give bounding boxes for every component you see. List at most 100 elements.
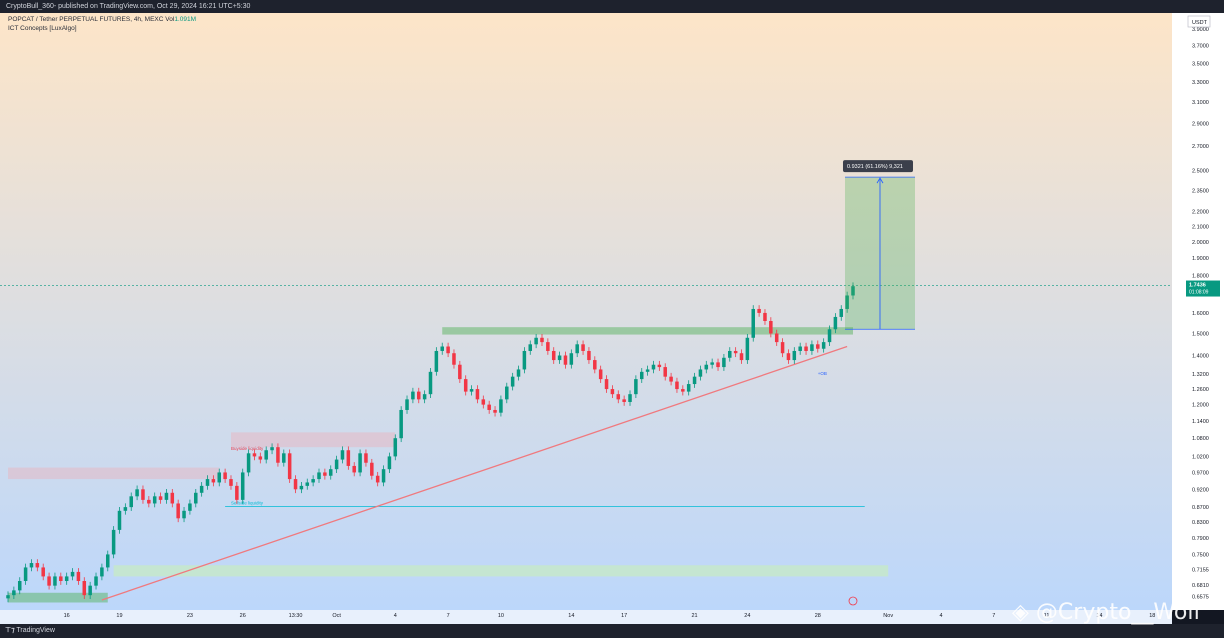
resistance-zone bbox=[442, 327, 853, 335]
price-tick-label: 1.3200 bbox=[1192, 372, 1209, 378]
candle-body bbox=[604, 379, 609, 390]
candle-body bbox=[399, 409, 403, 439]
price-tick-label: 0.7900 bbox=[1192, 536, 1209, 542]
rising-trendline bbox=[101, 345, 848, 601]
candle-body bbox=[182, 510, 186, 519]
candle-body bbox=[563, 355, 568, 365]
candle-body bbox=[816, 344, 820, 349]
candle-body bbox=[463, 379, 468, 392]
candle-body bbox=[798, 346, 802, 351]
chart-area[interactable]: Sellside liquidity Buyside liquidity +OB 3… bbox=[0, 13, 1224, 624]
candle-body bbox=[540, 337, 544, 343]
candle-body bbox=[29, 563, 34, 568]
candle-body bbox=[194, 492, 198, 504]
candle-body bbox=[17, 581, 22, 591]
time-axis-panel[interactable] bbox=[0, 610, 1172, 624]
candle-body bbox=[147, 499, 151, 504]
demand-zone bbox=[113, 565, 889, 577]
candle-body bbox=[598, 369, 603, 380]
candle-body bbox=[59, 576, 63, 582]
candle-body bbox=[12, 590, 16, 596]
candle-body bbox=[440, 346, 444, 351]
demand-zone-left bbox=[8, 592, 108, 603]
price-tick-label: 3.3000 bbox=[1192, 80, 1209, 86]
candle-body bbox=[334, 459, 339, 470]
candle-body bbox=[428, 371, 433, 395]
price-tick-label: 1.4000 bbox=[1192, 353, 1209, 359]
legend-indicator[interactable]: ICT Concepts [LuxAlgo] bbox=[8, 25, 77, 32]
candle-body bbox=[270, 447, 274, 451]
candle-body bbox=[117, 510, 122, 530]
candle-body bbox=[780, 342, 785, 354]
candle-body bbox=[47, 576, 51, 586]
price-tick-label: 1.6000 bbox=[1192, 311, 1209, 317]
time-tick-label: 19 bbox=[116, 613, 122, 619]
time-tick-label: 11 bbox=[1044, 613, 1050, 619]
candle-body bbox=[458, 364, 462, 380]
candle-body bbox=[792, 350, 797, 361]
time-tick-label: 18 bbox=[1149, 613, 1155, 619]
candle-body bbox=[381, 469, 386, 483]
time-tick-label: 7 bbox=[447, 613, 450, 619]
candle-body bbox=[258, 456, 263, 460]
candle-body bbox=[622, 399, 626, 402]
candle-body bbox=[839, 308, 844, 317]
candle-body bbox=[722, 357, 726, 368]
candle-body bbox=[164, 492, 169, 500]
candle-body bbox=[88, 585, 92, 596]
candle-body bbox=[681, 389, 685, 392]
candle-body bbox=[211, 479, 216, 483]
price-axis-panel[interactable] bbox=[1172, 13, 1224, 610]
candle-body bbox=[158, 496, 163, 500]
candle-body bbox=[35, 563, 40, 568]
footer-brand: TradingView bbox=[16, 627, 55, 634]
candle-body bbox=[534, 337, 538, 345]
candle-body bbox=[851, 286, 855, 296]
time-tick-label: 14 bbox=[568, 613, 574, 619]
price-badge-bg[interactable] bbox=[1186, 280, 1220, 297]
candle-body bbox=[240, 472, 245, 500]
candle-body bbox=[358, 453, 362, 473]
candle-body bbox=[199, 485, 204, 493]
price-tick-label: 2.9000 bbox=[1192, 121, 1209, 127]
candle-body bbox=[246, 453, 251, 473]
currency-badge-bg[interactable] bbox=[1187, 15, 1211, 28]
price-tick-label: 1.5000 bbox=[1192, 331, 1209, 337]
candle-body bbox=[499, 399, 503, 413]
candle-body bbox=[804, 346, 808, 351]
publish-bar: CryptoBull_360- published on TradingView… bbox=[0, 0, 1224, 13]
candle-body bbox=[328, 469, 333, 476]
price-tick-label: 2.0000 bbox=[1192, 240, 1209, 246]
candle-body bbox=[82, 581, 87, 596]
candle-body bbox=[411, 391, 415, 400]
price-tick-label: 3.1000 bbox=[1192, 100, 1209, 106]
candle-body bbox=[821, 342, 826, 349]
candle-body bbox=[569, 353, 574, 365]
candle-body bbox=[217, 472, 222, 483]
candle-body bbox=[252, 453, 257, 457]
publish-text: CryptoBull_360- published on TradingView… bbox=[6, 3, 251, 10]
time-tick-label: 16 bbox=[64, 613, 70, 619]
watermark: ◈ @Crypto__Wolf bbox=[1012, 600, 1201, 625]
legend-symbol: POPCAT / Tether PERPETUAL FUTURES, 4h, M… bbox=[8, 16, 196, 23]
candle-body bbox=[100, 567, 104, 577]
vol-label: Vol bbox=[165, 16, 175, 23]
time-tick-label: 21 bbox=[691, 613, 697, 619]
candle-body bbox=[188, 503, 192, 511]
time-tick-label: 26 bbox=[240, 613, 246, 619]
candle-body bbox=[223, 472, 227, 480]
candle-body bbox=[493, 409, 497, 413]
candle-body bbox=[528, 344, 533, 351]
lightning-icon[interactable] bbox=[848, 596, 858, 606]
candle-body bbox=[276, 447, 280, 463]
candle-body bbox=[293, 479, 298, 490]
price-badge-countdown: 01:08:09 bbox=[1189, 290, 1209, 296]
price-chart[interactable]: Sellside liquidity Buyside liquidity +OB 3… bbox=[0, 13, 1224, 624]
candle-body bbox=[452, 353, 456, 365]
candle-body bbox=[757, 308, 761, 313]
price-tick-label: 0.8300 bbox=[1192, 520, 1209, 526]
candle-body bbox=[152, 496, 157, 504]
candle-body bbox=[393, 438, 398, 457]
price-tick-label: 3.7000 bbox=[1192, 44, 1209, 50]
sellside-liquidity-label: Sellside liquidity bbox=[231, 500, 264, 505]
